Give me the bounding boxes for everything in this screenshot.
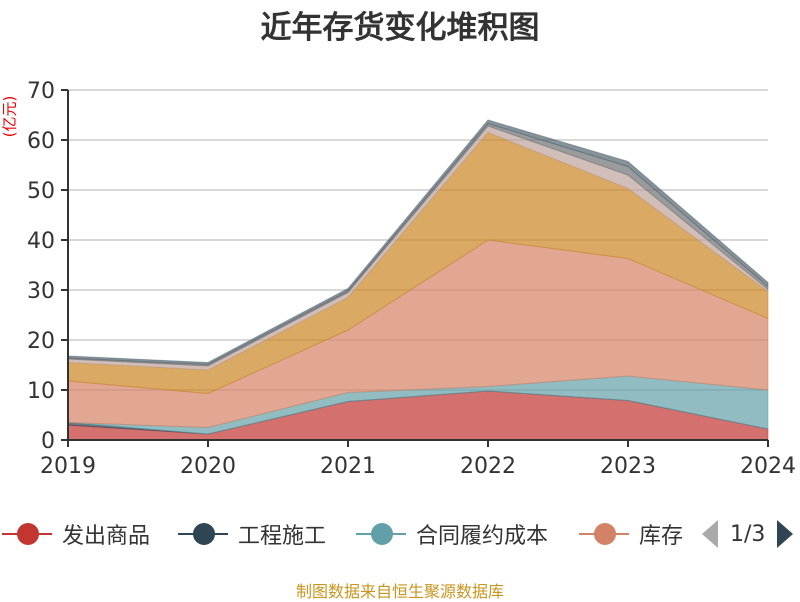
x-tick-label: 2019 bbox=[40, 454, 96, 479]
x-tick-label: 2024 bbox=[740, 454, 796, 479]
legend-page-label: 1/3 bbox=[730, 521, 766, 547]
legend-item-inventory[interactable]: 库存 bbox=[579, 519, 683, 549]
y-tick-label: 40 bbox=[27, 229, 55, 254]
legend-item-construction[interactable]: 工程施工 bbox=[178, 519, 326, 549]
x-tick-label: 2023 bbox=[600, 454, 656, 479]
y-tick-label: 0 bbox=[41, 429, 55, 454]
y-tick-label: 50 bbox=[27, 179, 55, 204]
y-tick-label: 10 bbox=[27, 379, 55, 404]
legend-symbol bbox=[2, 519, 52, 549]
legend-label: 工程施工 bbox=[238, 524, 327, 549]
source-footer: 制图数据来自恒生聚源数据库 bbox=[295, 582, 504, 601]
legend-symbol bbox=[579, 519, 629, 549]
legend-prev-icon[interactable] bbox=[702, 520, 718, 548]
legend-pager: 1/3 bbox=[702, 519, 794, 549]
legend-symbol bbox=[178, 519, 228, 549]
legend-label: 发出商品 bbox=[62, 524, 151, 549]
y-tick-label: 60 bbox=[27, 129, 55, 154]
chart-title: 近年存货变化堆积图 bbox=[260, 10, 540, 46]
y-tick-label: 30 bbox=[27, 279, 55, 304]
y-tick-label: 20 bbox=[27, 329, 55, 354]
legend-label: 库存 bbox=[639, 524, 684, 549]
legend-item-shipped-goods[interactable]: 发出商品 bbox=[2, 519, 150, 549]
x-tick-label: 2020 bbox=[180, 454, 236, 479]
area-series-8 bbox=[67, 119, 769, 366]
x-tick-label: 2022 bbox=[460, 454, 516, 479]
legend-label: 合同履约成本 bbox=[416, 524, 549, 549]
legend-item-contract-cost[interactable]: 合同履约成本 bbox=[356, 519, 548, 549]
x-tick-label: 2021 bbox=[320, 454, 376, 479]
legend-next-icon[interactable] bbox=[777, 520, 794, 548]
y-tick-label: 70 bbox=[27, 79, 55, 104]
legend-symbol bbox=[356, 519, 406, 549]
